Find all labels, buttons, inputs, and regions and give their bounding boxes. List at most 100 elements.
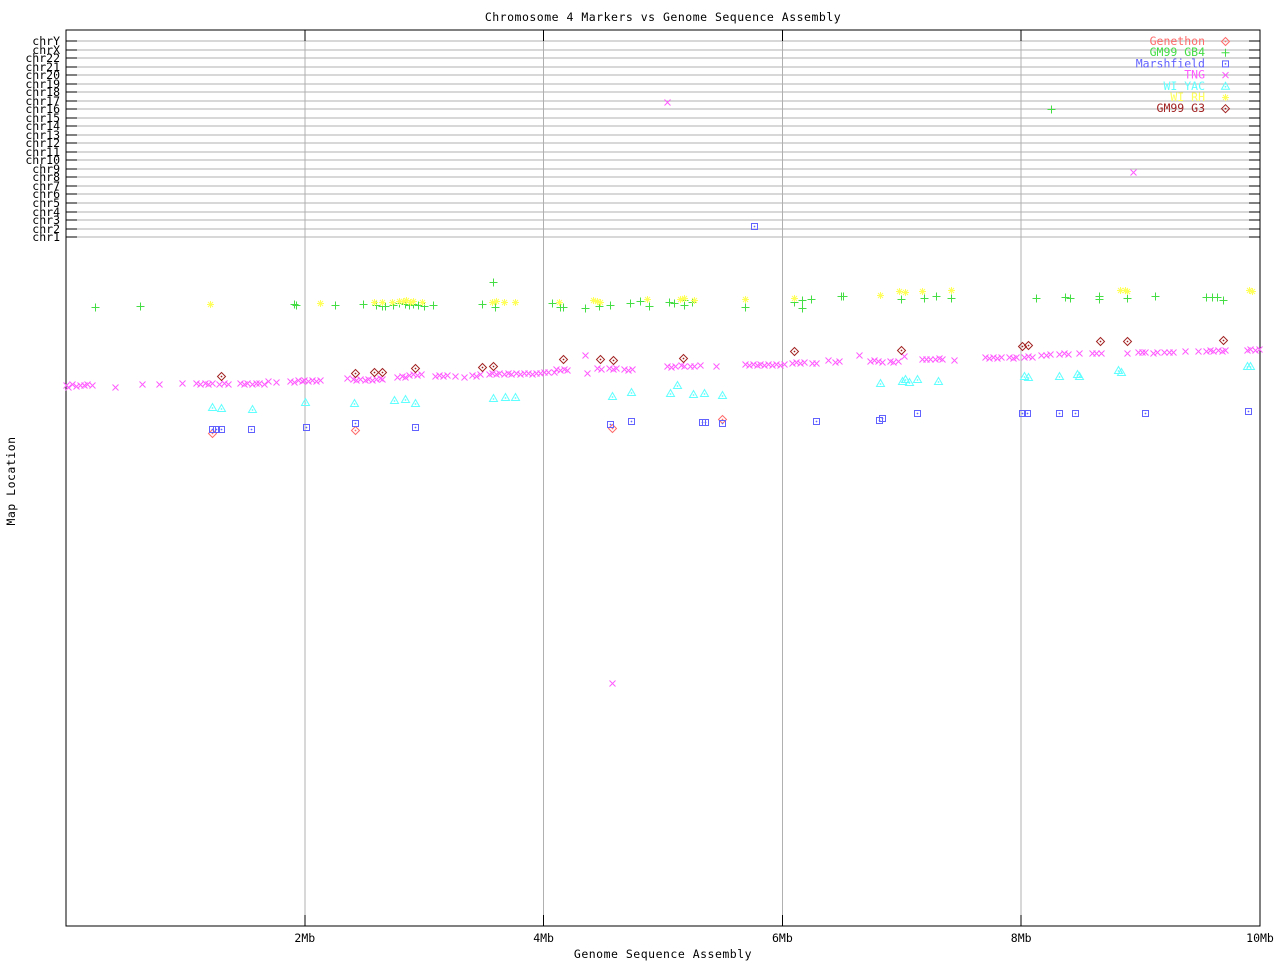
chr-label: chr1 (32, 230, 60, 244)
marker-cross (1222, 347, 1229, 354)
marker-cross (629, 366, 636, 373)
marker-diamond-dot (410, 363, 421, 374)
marker-triangle-dot (665, 388, 676, 397)
marker-cross (444, 372, 451, 379)
marker-cross (668, 364, 675, 371)
marker-cross (773, 361, 780, 368)
marker-plus (136, 302, 145, 311)
marker-plus (1061, 293, 1070, 302)
marker-cross (664, 99, 671, 106)
marker-cross (1124, 350, 1131, 357)
marker-plus (741, 303, 750, 312)
marker-triangle-dot (349, 398, 360, 407)
marker-plus (636, 297, 645, 306)
marker-cross (237, 380, 244, 387)
marker-diamond-dot (488, 361, 499, 372)
marker-cross (379, 376, 386, 383)
marker-cross (529, 371, 536, 378)
marker-triangle-dot (1220, 81, 1231, 90)
marker-cross (750, 361, 757, 368)
marker-cross (365, 376, 372, 383)
marker-plus (798, 296, 807, 305)
marker-cross (369, 377, 376, 384)
x-tick-label: 4Mb (533, 931, 554, 945)
marker-triangle-dot (626, 387, 637, 396)
marker-asterisk (403, 297, 410, 304)
chr-label: chr4 (32, 205, 60, 219)
marker-square-dot (1072, 410, 1079, 417)
legend-label: Marshfield (1136, 56, 1205, 70)
marker-plus (91, 303, 100, 312)
marker-cross (613, 365, 620, 372)
marker-cross (156, 381, 163, 388)
marker-plus (381, 302, 390, 311)
marker-cross (879, 359, 886, 366)
chr-label: chr17 (25, 94, 60, 108)
marker-cross (1098, 350, 1105, 357)
marker-asterisk (410, 298, 417, 305)
marker-triangle-dot (510, 392, 521, 401)
marker-plus (1219, 296, 1228, 305)
marker-square-dot (914, 410, 921, 417)
marker-asterisk (1246, 287, 1253, 294)
chr-label: chr13 (25, 128, 60, 142)
marker-plus (581, 304, 590, 313)
marker-triangle-dot (933, 376, 944, 385)
marker-cross (249, 381, 256, 388)
marker-cross (1142, 349, 1149, 356)
marker-cross (932, 356, 939, 363)
chr-label: chr15 (25, 111, 60, 125)
marker-triangle-dot (300, 397, 311, 406)
x-tick-label: 8Mb (1011, 931, 1032, 945)
marker-cross (801, 359, 808, 366)
marker-plus (548, 299, 557, 308)
marker-plus (1095, 295, 1104, 304)
marker-plus (920, 294, 929, 303)
marker-cross (777, 362, 784, 369)
marker-cross (697, 362, 704, 369)
marker-cross (1161, 349, 1168, 356)
marker-cross (1043, 352, 1050, 359)
x-tick-label: 6Mb (772, 931, 793, 945)
marker-triangle-dot (688, 389, 699, 398)
marker-cross (797, 360, 804, 367)
chr-label: chr21 (25, 60, 60, 74)
marker-cross (436, 372, 443, 379)
marker-cross (225, 381, 232, 388)
marker-asterisk (1122, 287, 1129, 294)
marker-cross (1154, 349, 1161, 356)
marker-plus (491, 303, 500, 312)
marker-square-dot (1056, 410, 1063, 417)
marker-cross (875, 358, 882, 365)
marker-triangle-dot (1074, 371, 1085, 380)
marker-diamond-dot (896, 345, 907, 356)
marker-triangle-dot (900, 374, 911, 383)
marker-cross (287, 378, 294, 385)
series-wi-rh (207, 287, 1256, 308)
marker-cross (513, 370, 520, 377)
marker-square-dot (412, 424, 419, 431)
marker-cross (1061, 350, 1068, 357)
marker-cross (205, 381, 212, 388)
series-gm99-g3 (216, 335, 1229, 382)
marker-cross (789, 360, 796, 367)
plot-frame (65, 29, 1261, 927)
marker-asterisk (1124, 288, 1131, 295)
marker-cross (765, 361, 772, 368)
x-axis-title: Genome Sequence Assembly (573, 947, 753, 961)
marker-cross (273, 379, 280, 386)
marker-plus (559, 303, 568, 312)
marker-triangle-dot (207, 402, 218, 411)
marker-cross (1065, 351, 1072, 358)
legend-label: TNG (1184, 68, 1205, 82)
marker-diamond-dot (678, 353, 689, 364)
marker-cross (69, 381, 76, 388)
marker-cross (901, 353, 908, 360)
marker-asterisk (389, 299, 396, 306)
marker-cross (221, 380, 228, 387)
marker-cross (564, 367, 571, 374)
legend-label: GM99 G3 (1157, 101, 1206, 115)
marker-cross (209, 380, 216, 387)
marker-cross (813, 360, 820, 367)
marker-cross (1215, 347, 1222, 354)
